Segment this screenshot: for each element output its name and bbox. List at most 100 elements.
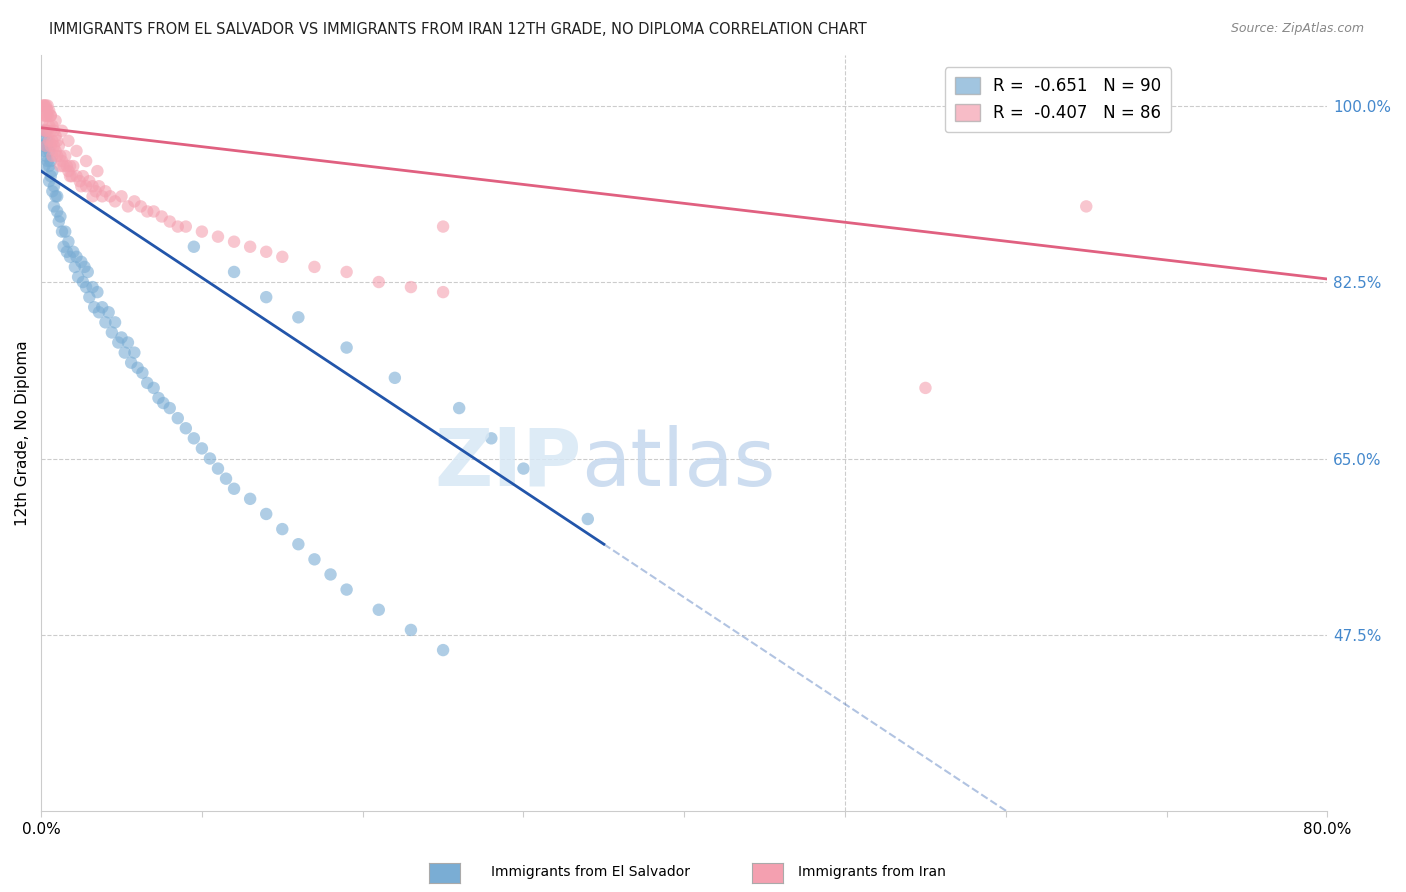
Point — [65, 144, 87, 158]
Point — [41, 164, 63, 178]
Point — [34, 98, 56, 112]
Point — [59, 159, 82, 173]
Point — [191, 225, 214, 239]
Point — [45, 113, 67, 128]
Point — [34, 109, 56, 123]
Point — [215, 472, 238, 486]
Point — [51, 225, 73, 239]
Point — [82, 179, 104, 194]
Point — [48, 214, 70, 228]
Point — [37, 103, 59, 118]
Point — [117, 335, 139, 350]
Point — [384, 371, 406, 385]
Text: IMMIGRANTS FROM EL SALVADOR VS IMMIGRANTS FROM IRAN 12TH GRADE, NO DIPLOMA CORRE: IMMIGRANTS FROM EL SALVADOR VS IMMIGRANT… — [49, 22, 868, 37]
Point — [59, 250, 82, 264]
Point — [42, 179, 65, 194]
Point — [117, 199, 139, 213]
Point — [62, 159, 84, 173]
Point — [45, 189, 67, 203]
Point — [129, 199, 152, 213]
Point — [53, 225, 76, 239]
Point — [38, 134, 60, 148]
Point — [75, 179, 97, 194]
Point — [166, 411, 188, 425]
Point — [222, 265, 245, 279]
Point — [51, 154, 73, 169]
Point — [239, 240, 262, 254]
Text: Immigrants from Iran: Immigrants from Iran — [797, 865, 946, 880]
Point — [37, 124, 59, 138]
Point — [101, 326, 124, 340]
Point — [39, 109, 62, 123]
Point — [58, 164, 80, 178]
Point — [31, 113, 53, 128]
Point — [37, 134, 59, 148]
Point — [38, 174, 60, 188]
Point — [399, 623, 422, 637]
Point — [38, 159, 60, 173]
Point — [367, 275, 389, 289]
Point — [34, 124, 56, 138]
Point — [70, 179, 93, 194]
Point — [512, 461, 534, 475]
Point — [72, 169, 94, 183]
Point — [198, 451, 221, 466]
Point — [254, 507, 277, 521]
Point — [60, 169, 83, 183]
Point — [39, 154, 62, 169]
Point — [83, 300, 105, 314]
Point — [49, 159, 72, 173]
Point — [65, 169, 87, 183]
Point — [34, 144, 56, 158]
Point — [82, 280, 104, 294]
Point — [136, 204, 159, 219]
Point — [479, 431, 502, 445]
Point — [104, 315, 127, 329]
Point — [136, 376, 159, 390]
Point — [87, 179, 110, 194]
Point — [56, 159, 79, 173]
Point — [148, 391, 170, 405]
Point — [37, 109, 59, 123]
Point — [166, 219, 188, 234]
Point — [35, 109, 58, 123]
Point — [86, 164, 108, 178]
Point — [124, 194, 146, 209]
Point — [336, 341, 359, 355]
Point — [104, 194, 127, 209]
Point — [52, 240, 75, 254]
Point — [31, 124, 53, 138]
Point — [183, 431, 205, 445]
Point — [97, 305, 120, 319]
Point — [367, 603, 389, 617]
Point — [35, 124, 58, 138]
Point — [42, 139, 65, 153]
Point — [98, 189, 121, 203]
Point — [65, 250, 87, 264]
Point — [183, 240, 205, 254]
Point — [39, 109, 62, 123]
Point — [34, 98, 56, 112]
Point — [110, 189, 132, 203]
Point — [73, 260, 96, 274]
Point — [142, 381, 165, 395]
Point — [62, 244, 84, 259]
Point — [48, 139, 70, 153]
Point — [35, 149, 58, 163]
Point — [222, 235, 245, 249]
Point — [191, 442, 214, 456]
Point — [46, 149, 69, 163]
Text: ZIP: ZIP — [434, 425, 581, 502]
Point — [34, 128, 56, 143]
Point — [914, 381, 936, 395]
Point — [449, 401, 471, 415]
Point — [319, 567, 342, 582]
Point — [67, 270, 90, 285]
Point — [432, 643, 454, 657]
Point — [35, 139, 58, 153]
Point — [31, 139, 53, 153]
Point — [51, 124, 73, 138]
Point — [127, 360, 149, 375]
Point — [576, 512, 599, 526]
Point — [142, 204, 165, 219]
